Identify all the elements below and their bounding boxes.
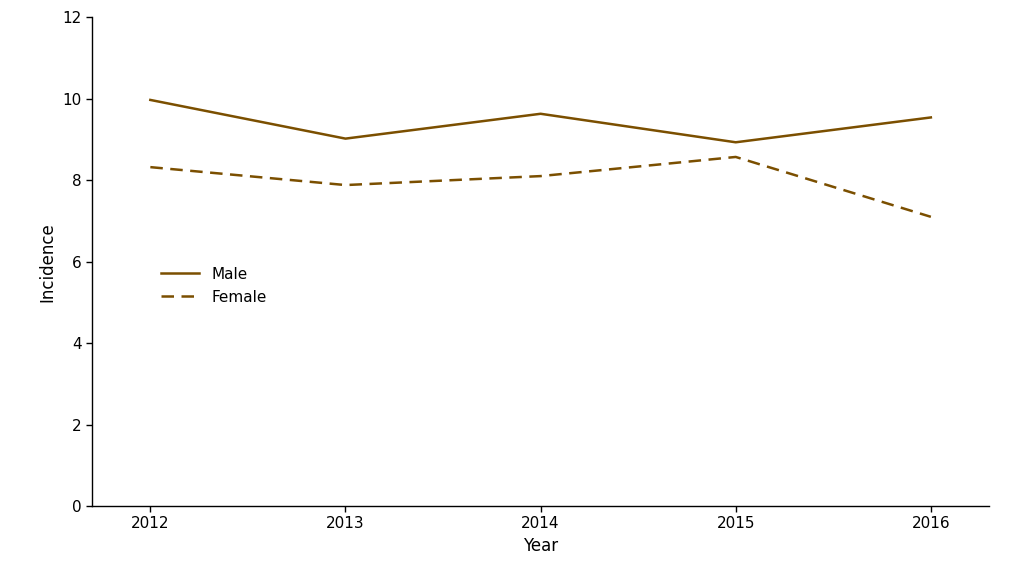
Female (534, 172, 546, 179)
Male (729, 139, 741, 145)
Line: Male: Male (150, 100, 930, 142)
Female (339, 182, 352, 189)
Y-axis label: Incidence: Incidence (39, 222, 56, 301)
Male (144, 97, 156, 104)
Legend: Male, Female: Male, Female (153, 259, 274, 313)
Male (534, 110, 546, 117)
X-axis label: Year: Year (523, 537, 557, 555)
Line: Female: Female (150, 157, 930, 217)
Female (924, 213, 936, 220)
Female (144, 164, 156, 171)
Female (729, 154, 741, 160)
Male (924, 114, 936, 121)
Male (339, 135, 352, 142)
